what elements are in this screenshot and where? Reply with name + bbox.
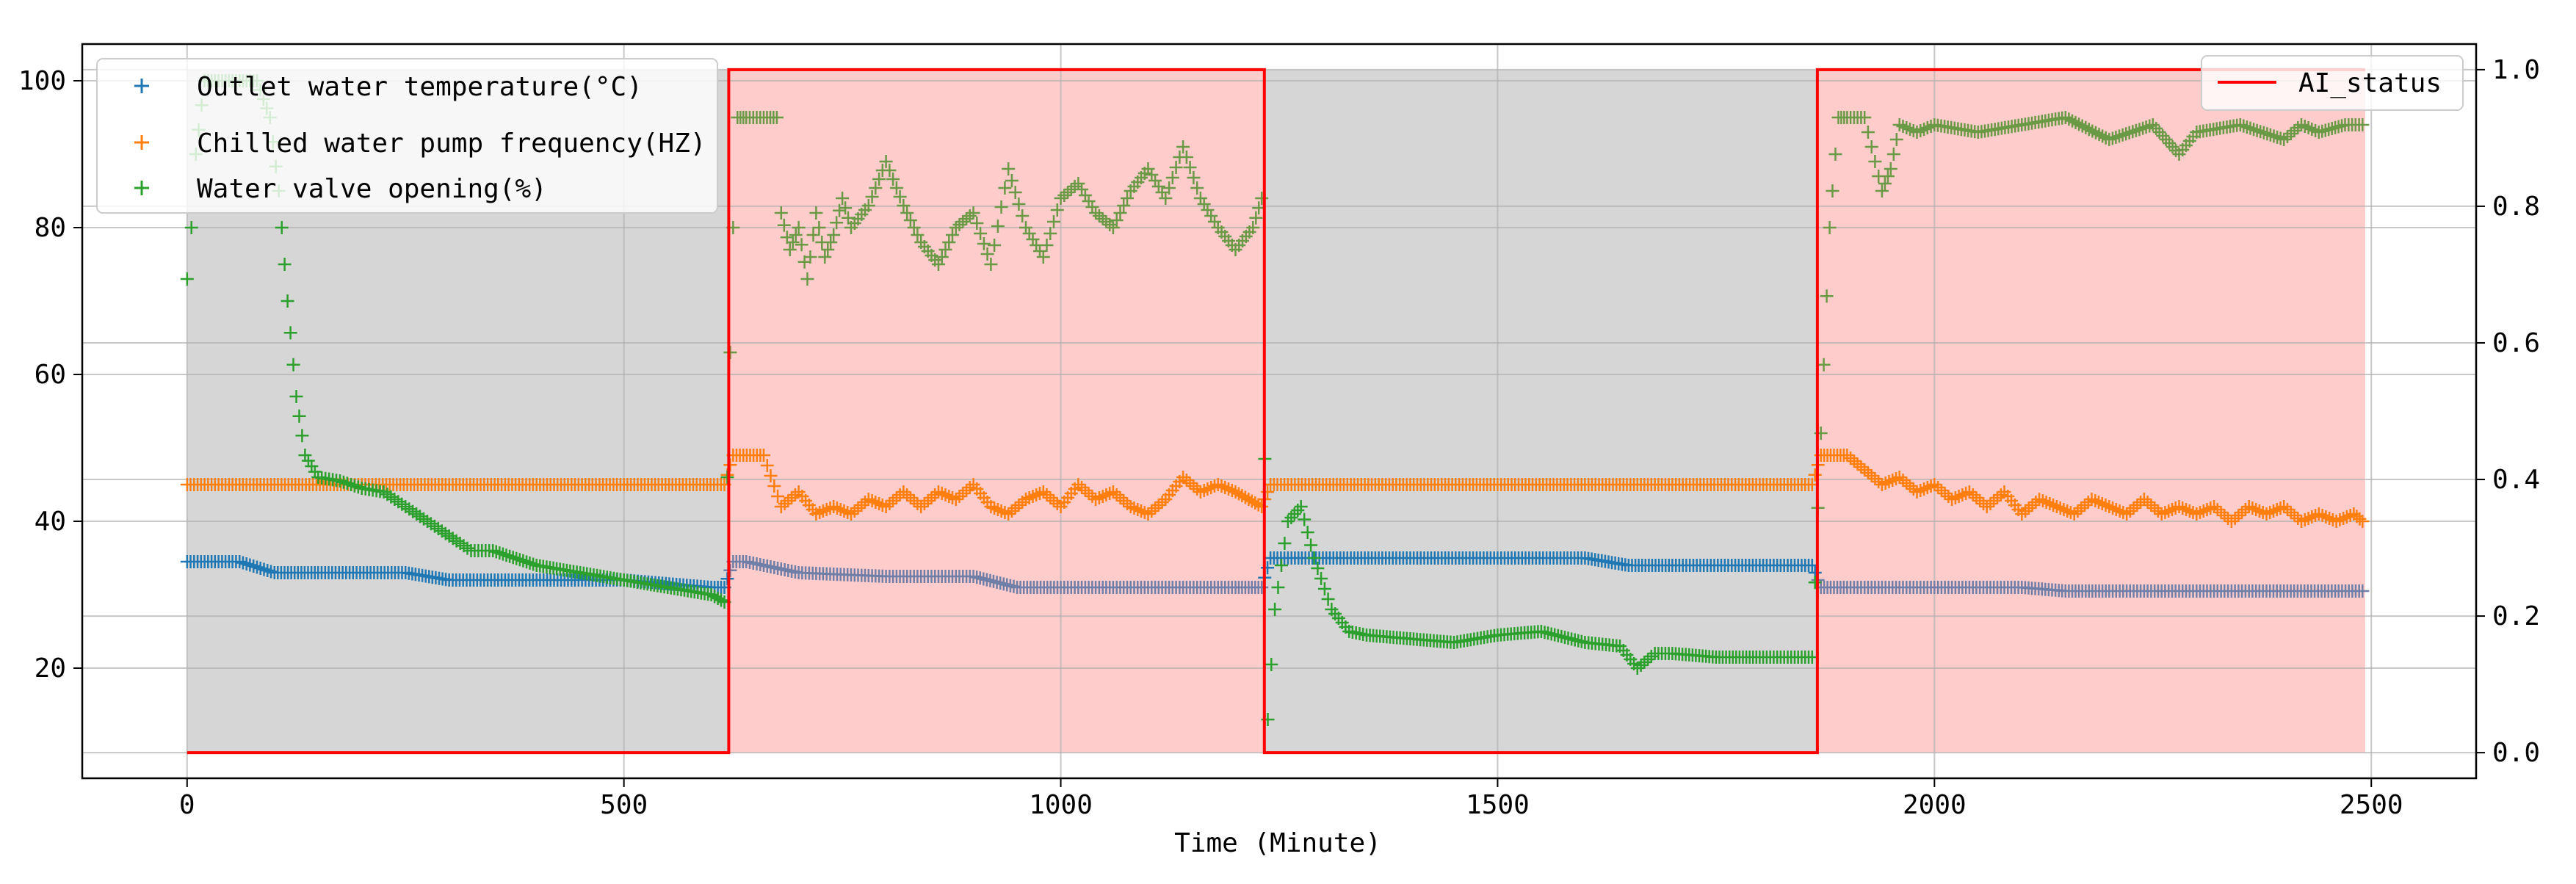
- y2-tick-label-1: 0.2: [2492, 601, 2540, 631]
- x-axis-ticks: 0 500 1000 1500 2000 2500: [179, 778, 2403, 820]
- x-tick-label-0: 0: [179, 790, 195, 820]
- y2-tick-label-3: 0.6: [2492, 328, 2540, 358]
- legend-right: AI_status: [2201, 55, 2464, 111]
- y-axis-ticks: 20 40 60 80 100: [18, 66, 82, 684]
- legend-left-entry-valve-opening: Water valve opening(%): [134, 174, 547, 204]
- x-tick-label-1000: 1000: [1029, 790, 1093, 820]
- legend-right-box: [2201, 55, 2464, 111]
- series-1-markers: [180, 449, 2370, 528]
- y-tick-label-60: 60: [35, 360, 66, 390]
- legend-marker-valve-opening: [134, 181, 149, 195]
- legend-label-outlet-temp: Outlet water temperature(°C): [197, 72, 643, 102]
- series-0-points: [180, 551, 1822, 594]
- data-markers: [180, 74, 2370, 726]
- plot-frame: [81, 43, 2478, 780]
- y2-axis-ticks: 0.0 0.2 0.4 0.6 0.8 1.0: [2476, 55, 2540, 768]
- x-axis-label: Time (Minute): [1174, 828, 1381, 858]
- legend-label-valve-opening: Water valve opening(%): [197, 174, 547, 204]
- ai-status-line: [187, 68, 2365, 755]
- y2-tick-label-4: 0.8: [2492, 192, 2540, 222]
- series-0-markers: [180, 551, 2370, 598]
- shaded-region-3: [1817, 69, 2365, 753]
- y2-tick-label-5: 1.0: [2492, 55, 2540, 85]
- series-2-points: [180, 74, 1822, 726]
- series-1-points: [180, 449, 2370, 528]
- legend-left: Outlet water temperature(°C) Chilled wat…: [96, 58, 718, 214]
- y-tick-label-20: 20: [35, 653, 66, 684]
- legend-marker-pump-frequency: [134, 135, 149, 150]
- legend-label-ai-status: AI_status: [2298, 68, 2442, 98]
- legend-label-pump-frequency: Chilled water pump frequency(HZ): [197, 128, 706, 159]
- x-tick-label-500: 500: [600, 790, 648, 820]
- y2-tick-label-2: 0.4: [2492, 465, 2540, 495]
- y-tick-label-40: 40: [35, 507, 66, 537]
- y2-tick-label-0: 0.0: [2492, 738, 2540, 768]
- ai-status-line-path: [187, 68, 2365, 755]
- legend-left-box: [96, 58, 718, 214]
- legend-left-entry-outlet-temp: Outlet water temperature(°C): [134, 72, 643, 102]
- x-tick-label-1500: 1500: [1466, 790, 1530, 820]
- x-tick-label-2000: 2000: [1903, 790, 1967, 820]
- shaded-region-2: [1264, 69, 1817, 753]
- x-tick-label-2500: 2500: [2340, 790, 2403, 820]
- legend-left-entry-pump-frequency: Chilled water pump frequency(HZ): [134, 128, 706, 159]
- legend-marker-outlet-temp: [134, 79, 149, 93]
- shaded-region-1: [728, 69, 1265, 753]
- y-tick-label-100: 100: [18, 66, 66, 96]
- series-2-markers: [180, 74, 2370, 726]
- y-tick-label-80: 80: [35, 213, 66, 243]
